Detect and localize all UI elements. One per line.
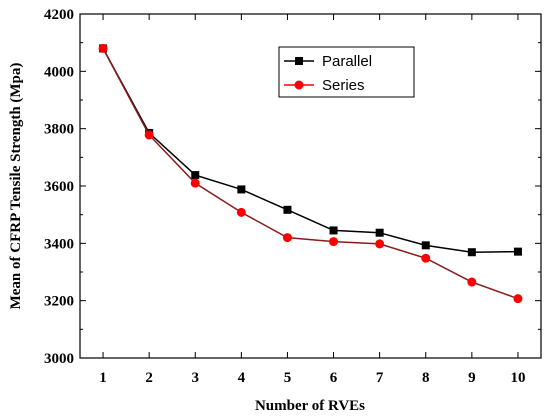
- y-tick-label: 3600: [44, 179, 74, 195]
- data-point-series: [98, 43, 108, 53]
- series-line-series: [102, 48, 519, 300]
- x-tick-label: 4: [238, 370, 246, 386]
- x-tick-label: 5: [284, 370, 292, 386]
- x-tick-label: 9: [468, 370, 476, 386]
- data-point-series: [282, 233, 292, 243]
- legend: Parallel Series: [278, 46, 415, 98]
- y-tick-label: 3800: [44, 122, 74, 138]
- data-point-parallel: [329, 226, 338, 235]
- data-point-parallel: [283, 205, 292, 214]
- x-tick-label: 8: [422, 370, 430, 386]
- data-point-parallel: [237, 185, 246, 194]
- x-tick-label: 1: [99, 370, 107, 386]
- y-axis-title: Mean of CFRP Tensile Strength (Mpa): [8, 63, 24, 310]
- data-point-series: [144, 130, 154, 140]
- data-point-series: [329, 237, 339, 247]
- data-point-series: [190, 178, 200, 188]
- series-line-parallel: [102, 48, 518, 253]
- x-axis-title: Number of RVEs: [255, 398, 365, 414]
- y-tick-label: 3200: [44, 294, 74, 310]
- x-tick-label: 10: [510, 370, 525, 386]
- series-series: [98, 43, 523, 304]
- legend-label-parallel: Parallel: [322, 53, 372, 70]
- data-point-parallel: [513, 247, 522, 256]
- legend-marker-parallel: [295, 57, 303, 65]
- data-point-series: [513, 294, 523, 304]
- y-tick-label: 4200: [44, 7, 74, 23]
- data-point-series: [375, 239, 385, 249]
- series-layer: [98, 43, 523, 304]
- data-point-series: [421, 253, 431, 263]
- x-tick-label: 3: [192, 370, 200, 386]
- legend-marker-series: [294, 80, 304, 90]
- x-tick-label: 6: [330, 370, 338, 386]
- y-tick-label: 3400: [44, 236, 74, 252]
- data-point-parallel: [421, 241, 430, 250]
- y-tick-label: 3000: [44, 351, 74, 367]
- x-tick-label: 2: [145, 370, 153, 386]
- legend-label-series: Series: [322, 77, 365, 94]
- y-axis: 3000 3200 3400 3600 3800 4000 4200: [44, 7, 541, 367]
- y-tick-label: 4000: [44, 64, 74, 80]
- data-point-parallel: [467, 248, 476, 257]
- data-point-series: [467, 277, 477, 287]
- data-point-parallel: [375, 228, 384, 237]
- x-axis: 1 2 3 4 5 6 7 8 9 10: [99, 14, 525, 386]
- x-tick-label: 7: [376, 370, 384, 386]
- data-point-series: [236, 207, 246, 217]
- data-point-parallel: [191, 171, 200, 180]
